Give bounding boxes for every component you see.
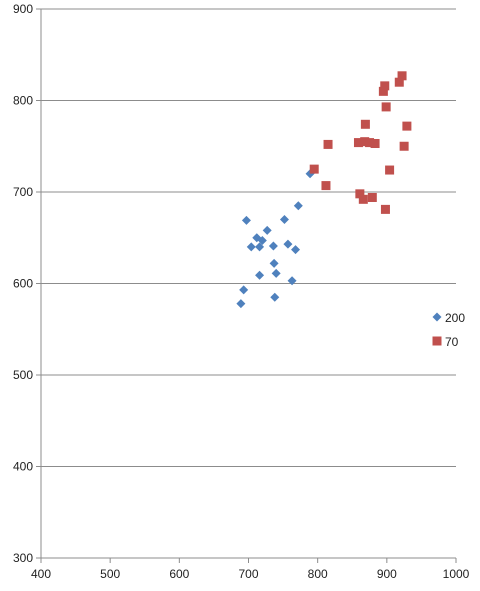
y-tick-label: 500 — [13, 368, 33, 382]
x-tick-label: 500 — [100, 567, 120, 581]
legend-marker — [432, 336, 442, 346]
y-tick-label: 700 — [13, 185, 33, 199]
data-point — [353, 138, 363, 148]
data-point — [309, 164, 319, 174]
data-point — [241, 215, 251, 225]
series-blue — [236, 169, 315, 309]
data-point — [268, 241, 278, 251]
legend-label: 70 — [445, 335, 459, 349]
x-tick-label: 600 — [169, 567, 189, 581]
data-point — [370, 139, 380, 149]
legend-marker — [432, 312, 442, 322]
data-point — [271, 268, 281, 278]
y-tick-label: 800 — [13, 94, 33, 108]
data-point — [255, 242, 265, 252]
x-tick-label: 900 — [377, 567, 397, 581]
data-point — [381, 102, 391, 112]
legend-label: 200 — [445, 311, 465, 325]
data-point — [394, 77, 404, 87]
data-point — [355, 189, 365, 199]
data-point — [279, 214, 289, 224]
data-point — [380, 81, 390, 91]
data-point — [262, 225, 272, 235]
data-point — [246, 242, 256, 252]
data-point — [367, 192, 377, 202]
y-tick-label: 600 — [13, 277, 33, 291]
x-tick-label: 800 — [308, 567, 328, 581]
data-point — [358, 194, 368, 204]
data-point — [236, 299, 246, 309]
y-tick-label: 300 — [13, 551, 33, 565]
data-point — [397, 71, 407, 81]
data-point — [269, 258, 279, 268]
series-red — [309, 71, 412, 214]
x-tick-label: 400 — [31, 567, 51, 581]
data-point — [399, 141, 409, 151]
y-tick-label: 400 — [13, 460, 33, 474]
data-point — [283, 239, 293, 249]
data-points — [236, 71, 412, 309]
data-point — [385, 165, 395, 175]
x-axis-tick-labels: 400 500 600 700 800 900 1000 — [31, 558, 470, 581]
y-axis-tick-labels: 300 400 500 600 700 800 900 — [13, 2, 41, 565]
x-tick-label: 1000 — [443, 567, 470, 581]
data-point — [239, 285, 249, 295]
data-point — [360, 119, 370, 129]
data-point — [321, 181, 331, 191]
data-point — [378, 86, 388, 96]
data-point — [287, 276, 297, 286]
data-point — [270, 292, 280, 302]
data-point — [255, 270, 265, 280]
data-point — [365, 138, 375, 148]
legend: 200 70 — [432, 311, 465, 349]
data-point — [323, 139, 333, 149]
x-tick-label: 700 — [238, 567, 258, 581]
data-point — [293, 201, 303, 211]
data-point — [291, 245, 301, 255]
data-point — [257, 235, 267, 245]
data-point — [402, 121, 412, 131]
gridlines — [41, 8, 456, 467]
data-point — [380, 204, 390, 214]
y-tick-label: 900 — [13, 2, 33, 16]
data-point — [360, 137, 370, 147]
